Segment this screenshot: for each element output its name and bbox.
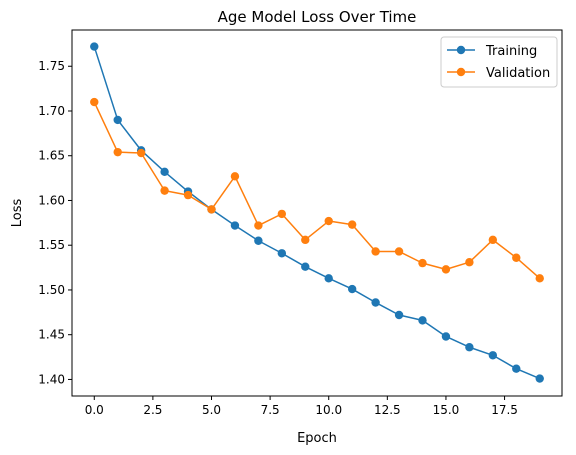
legend-label-training: Training (485, 44, 537, 59)
data-point-training (441, 332, 451, 341)
data-point-validation (254, 221, 263, 230)
data-point-validation (183, 190, 193, 200)
y-tick-label: 1.50 (38, 283, 65, 297)
data-point-validation (418, 258, 427, 268)
plot-area (72, 30, 562, 396)
y-tick-label: 1.75 (38, 59, 65, 73)
data-point-training (113, 115, 122, 125)
x-axis-ticks: 0.0 2.5 5.0 7.5 10.0 12.5 15.0 17.5 (85, 396, 518, 417)
legend-entry-validation: Validation (447, 66, 550, 81)
data-point-validation (512, 253, 521, 262)
data-point-training (230, 221, 240, 230)
data-point-validation (394, 247, 404, 256)
x-tick-label: 2.5 (143, 403, 162, 417)
x-tick-label: 5.0 (202, 403, 221, 417)
legend-label-validation: Validation (486, 66, 550, 81)
data-point-validation (488, 235, 498, 245)
y-tick-label: 1.55 (38, 238, 65, 252)
y-tick-label: 1.40 (38, 372, 65, 386)
data-point-training (535, 374, 544, 383)
data-point-validation (160, 186, 169, 195)
data-point-training (512, 364, 521, 373)
data-point-validation (324, 216, 333, 226)
series-layer (90, 42, 544, 383)
data-point-training (394, 310, 404, 320)
x-tick-label: 7.5 (261, 403, 280, 417)
y-tick-label: 1.65 (38, 149, 65, 163)
data-point-training (301, 262, 310, 271)
legend: Training Validation (440, 36, 558, 88)
x-tick-label: 0.0 (85, 403, 104, 417)
legend-entry-training: Training (447, 44, 537, 59)
data-point-validation (371, 247, 380, 256)
legend-marker-training (456, 45, 466, 55)
data-point-training (488, 351, 498, 360)
data-point-training (371, 298, 380, 307)
data-point-validation (347, 220, 357, 229)
y-tick-label: 1.70 (38, 104, 65, 118)
data-point-validation (230, 172, 240, 181)
y-axis-ticks: 1.40 1.45 1.50 1.55 1.60 1.65 1.70 1.75 (38, 59, 72, 386)
x-tick-label: 12.5 (374, 403, 401, 417)
data-point-training (324, 274, 333, 283)
x-axis-label: Epoch (297, 431, 337, 446)
data-point-validation (207, 205, 216, 214)
data-point-training (418, 316, 427, 325)
data-point-validation (301, 235, 310, 245)
data-point-validation (136, 148, 146, 158)
x-tick-label: 15.0 (433, 403, 460, 417)
y-tick-label: 1.60 (38, 193, 65, 207)
data-point-training (465, 343, 474, 352)
data-point-validation (535, 274, 544, 283)
data-point-training (277, 249, 287, 258)
data-point-validation (113, 147, 122, 157)
y-tick-label: 1.45 (38, 328, 65, 342)
data-point-training (160, 167, 169, 177)
legend-marker-validation (456, 67, 466, 77)
data-point-validation (277, 209, 287, 219)
x-tick-label: 17.5 (491, 403, 518, 417)
series-line-training (93, 46, 541, 380)
y-axis-label: Loss (10, 199, 25, 228)
data-point-training (90, 42, 99, 51)
series-validation (90, 97, 544, 283)
data-point-training (347, 284, 357, 294)
data-point-validation (465, 258, 474, 267)
x-tick-label: 10.0 (315, 403, 342, 417)
chart-title: Age Model Loss Over Time (218, 8, 417, 26)
data-point-training (254, 236, 263, 245)
data-point-validation (441, 265, 451, 274)
data-point-validation (90, 97, 99, 107)
plot-frame (71, 29, 563, 397)
